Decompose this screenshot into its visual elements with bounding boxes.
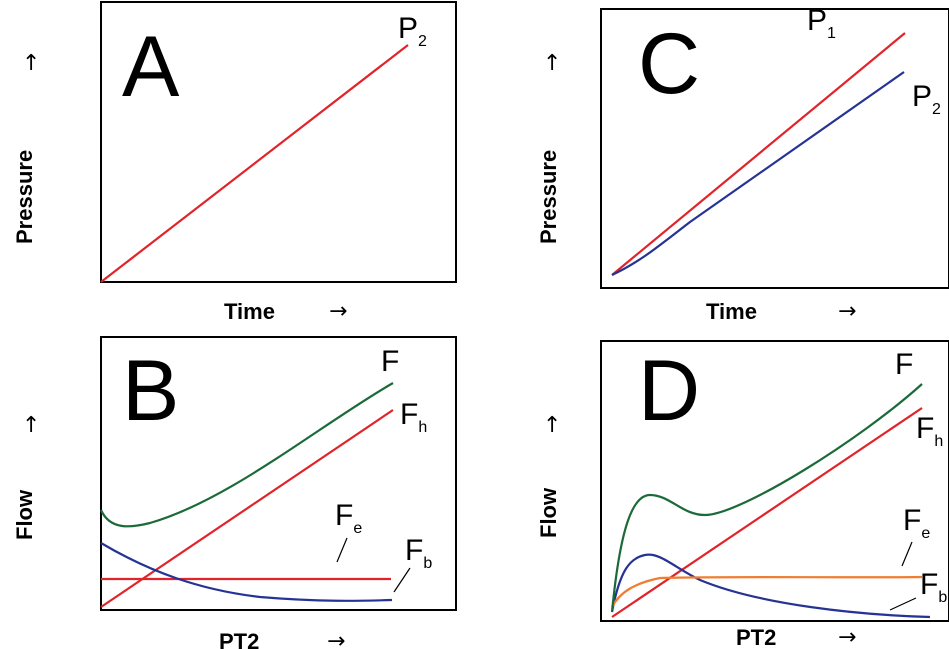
panel-d-fe-leader bbox=[901, 541, 913, 567]
panel-b-y-arrow: ↑ bbox=[22, 413, 40, 438]
panel-d-fe-label: Fe bbox=[903, 504, 930, 542]
panel-a-letter: A bbox=[122, 19, 180, 115]
panel-d-f-curve bbox=[610, 383, 923, 613]
panel-a-y-arrow: ↑ bbox=[22, 51, 40, 76]
panel-b-fb-leader bbox=[393, 567, 411, 593]
panel-c-y-arrow: ↑ bbox=[543, 51, 561, 76]
panel-b-f-curve bbox=[99, 382, 394, 528]
panel-d-frame bbox=[600, 340, 949, 622]
panel-b-letter: B bbox=[122, 343, 179, 439]
panel-c-frame bbox=[600, 8, 949, 289]
panel-b-fb-label: Fb bbox=[405, 534, 432, 572]
panel-b-x-arrow: → bbox=[327, 629, 345, 649]
panel-c-p1-curve bbox=[611, 32, 906, 276]
panel-c-ylabel: Pressure bbox=[536, 150, 561, 244]
panel-a-ylabel: Pressure bbox=[12, 150, 37, 244]
panel-b-f-label: F bbox=[381, 345, 399, 378]
panel-b-frame bbox=[100, 336, 457, 611]
panel-a-x-arrow: → bbox=[329, 299, 347, 324]
panel-c-p2-curve bbox=[611, 71, 905, 276]
panel-d-ylabel: Flow bbox=[536, 487, 561, 538]
panel-d-letter: D bbox=[638, 343, 700, 439]
panel-d-fe-curve bbox=[611, 575, 923, 608]
panel-b-xlabel: PT2 bbox=[219, 629, 259, 649]
panel-d-fh-curve bbox=[611, 407, 923, 618]
panel-d-x-arrow: → bbox=[838, 625, 856, 649]
panel-a: A P2 Time → Pressure ↑ bbox=[12, 1, 457, 324]
panel-d-y-arrow: ↑ bbox=[543, 413, 561, 438]
panel-b: B F Fh Fe Fb PT2 → Flow ↑ bbox=[12, 336, 457, 649]
panel-d-f-label: F bbox=[895, 348, 913, 381]
panel-b-fh-curve bbox=[100, 409, 394, 608]
panel-c-letter: C bbox=[638, 16, 700, 112]
panel-d-fh-label: Fh bbox=[916, 412, 943, 450]
panel-b-fb-curve bbox=[100, 542, 393, 602]
panel-c-x-arrow: → bbox=[838, 299, 856, 324]
panel-c-p1-label: P1 bbox=[807, 4, 836, 42]
panel-d: D F Fh Fe Fb PT2 → Flow ↑ bbox=[536, 340, 949, 649]
panel-b-fe-label: Fe bbox=[335, 499, 362, 537]
panel-b-fh-label: Fh bbox=[400, 398, 427, 436]
panel-c-p2-label: P2 bbox=[912, 80, 941, 118]
panel-b-ylabel: Flow bbox=[12, 489, 37, 540]
panel-a-p2-curve bbox=[100, 44, 409, 283]
panel-a-xlabel: Time bbox=[224, 299, 275, 324]
panel-d-fb-curve bbox=[610, 553, 931, 619]
panel-c: C P1 P2 Time → Pressure ↑ bbox=[536, 4, 949, 324]
panel-d-fb-leader bbox=[889, 597, 917, 611]
panel-a-p2-label: P2 bbox=[398, 12, 427, 50]
panel-b-fe-leader bbox=[336, 537, 348, 563]
panel-d-xlabel: PT2 bbox=[736, 625, 776, 649]
panel-c-xlabel: Time bbox=[706, 299, 757, 324]
panel-d-fb-label: Fb bbox=[920, 568, 947, 606]
